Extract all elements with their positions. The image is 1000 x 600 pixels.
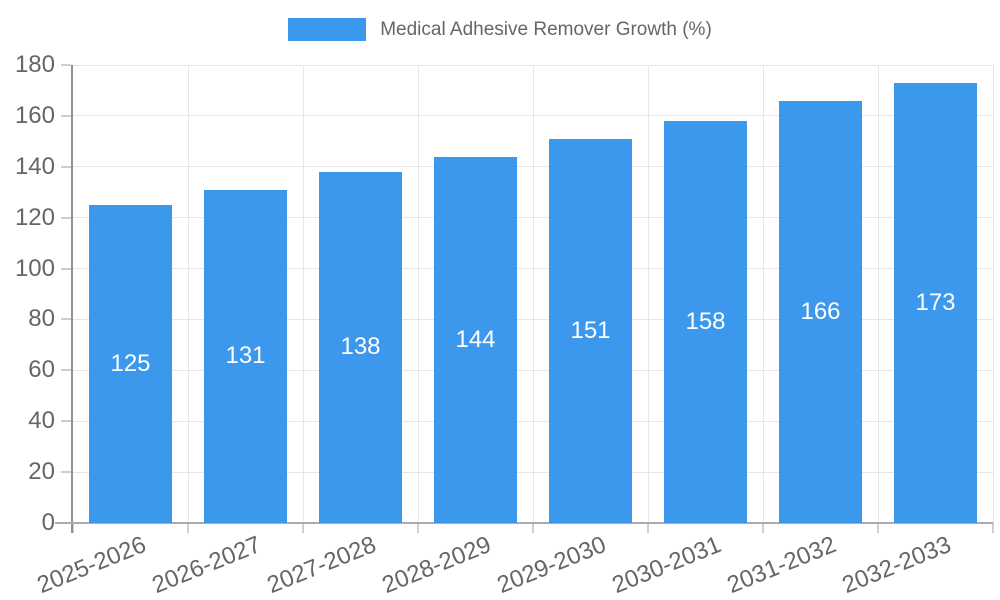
y-tick-label: 160 bbox=[14, 101, 55, 129]
x-tick-label: 2025-2026 bbox=[33, 531, 150, 600]
y-tick-label: 40 bbox=[28, 407, 55, 435]
x-gridline bbox=[532, 65, 534, 523]
y-tick-mark bbox=[61, 165, 71, 168]
y-tick-label: 0 bbox=[41, 509, 55, 536]
bar-value-label: 166 bbox=[800, 297, 841, 325]
bar[interactable]: 125 bbox=[89, 204, 172, 523]
x-tick-mark bbox=[762, 523, 764, 533]
x-gridline bbox=[992, 65, 994, 523]
x-tick-mark bbox=[72, 523, 74, 533]
x-tick-mark bbox=[992, 523, 994, 533]
bar-value-label: 131 bbox=[225, 342, 266, 370]
legend-label: Medical Adhesive Remover Growth (%) bbox=[380, 18, 712, 40]
y-tick-mark bbox=[61, 471, 71, 474]
x-tick-mark bbox=[647, 523, 649, 533]
x-tick-mark bbox=[532, 523, 534, 533]
y-tick-label: 60 bbox=[28, 356, 55, 384]
bar-value-label: 151 bbox=[570, 316, 611, 344]
x-tick-label: 2028-2029 bbox=[378, 531, 495, 600]
bar[interactable]: 131 bbox=[204, 189, 287, 523]
x-tick-mark bbox=[417, 523, 419, 533]
bar-value-label: 138 bbox=[340, 333, 381, 361]
x-tick-mark bbox=[877, 523, 879, 533]
legend-swatch-icon bbox=[288, 18, 367, 41]
chart-legend[interactable]: Medical Adhesive Remover Growth (%) bbox=[0, 18, 1000, 41]
x-gridline bbox=[187, 65, 189, 523]
y-tick-label: 140 bbox=[14, 152, 55, 180]
y-tick-label: 120 bbox=[14, 203, 55, 231]
bar[interactable]: 144 bbox=[434, 156, 517, 523]
y-tick-mark bbox=[61, 369, 71, 372]
x-tick-label: 2031-2032 bbox=[723, 531, 840, 600]
bar[interactable]: 158 bbox=[664, 120, 747, 523]
x-gridline bbox=[877, 65, 879, 523]
x-gridline bbox=[762, 65, 764, 523]
y-tick-mark bbox=[61, 64, 71, 66]
y-tick-mark bbox=[61, 114, 71, 117]
bar[interactable]: 173 bbox=[894, 82, 977, 523]
bar[interactable]: 166 bbox=[779, 100, 862, 523]
y-tick-mark bbox=[61, 267, 71, 270]
y-tick-label: 80 bbox=[28, 305, 55, 333]
y-tick-mark bbox=[61, 318, 71, 321]
x-tick-mark bbox=[187, 523, 189, 533]
x-tick-label: 2027-2028 bbox=[263, 531, 380, 600]
x-tick-label: 2032-2033 bbox=[838, 531, 955, 600]
bar-value-label: 158 bbox=[685, 307, 726, 335]
x-tick-label: 2030-2031 bbox=[608, 531, 725, 600]
x-gridline bbox=[417, 65, 419, 523]
y-tick-label: 20 bbox=[28, 458, 55, 486]
x-tick-mark bbox=[302, 523, 304, 533]
x-tick-label: 2029-2030 bbox=[493, 531, 610, 600]
bar[interactable]: 151 bbox=[549, 138, 632, 523]
x-gridline bbox=[302, 65, 304, 523]
y-tick-mark bbox=[61, 420, 71, 423]
y-tick-label: 100 bbox=[14, 254, 55, 282]
bar-value-label: 144 bbox=[455, 325, 496, 353]
y-axis-line bbox=[71, 65, 73, 533]
x-gridline bbox=[647, 65, 649, 523]
y-tick-label: 180 bbox=[14, 51, 55, 78]
y-tick-mark bbox=[61, 216, 71, 219]
bar-value-label: 173 bbox=[915, 288, 956, 316]
bar[interactable]: 138 bbox=[319, 171, 402, 523]
x-axis-line bbox=[55, 522, 993, 524]
bar-value-label: 125 bbox=[110, 349, 151, 377]
x-tick-label: 2026-2027 bbox=[148, 531, 265, 600]
